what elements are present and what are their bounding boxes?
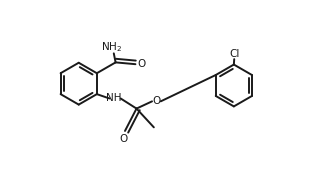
Text: O: O: [152, 96, 161, 106]
Text: O: O: [119, 134, 127, 144]
Text: NH$_2$: NH$_2$: [101, 40, 123, 54]
Text: NH: NH: [106, 94, 122, 103]
Text: O: O: [138, 59, 146, 69]
Text: Cl: Cl: [229, 50, 240, 60]
